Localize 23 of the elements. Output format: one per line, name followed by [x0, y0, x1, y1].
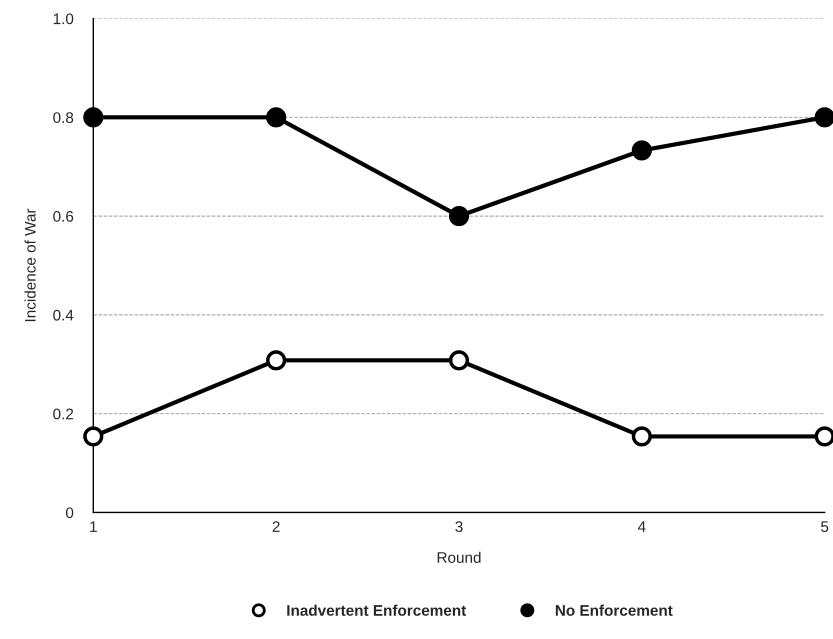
y-tick-label: 1.0: [54, 13, 74, 24]
point: [266, 350, 286, 370]
legend-label: No Enforcement: [556, 604, 673, 616]
point: [632, 426, 652, 446]
point: [448, 350, 470, 370]
y-tick-label: 0.2: [53, 408, 74, 420]
y-tick-label: 0.6: [53, 210, 74, 222]
point: [83, 426, 104, 446]
point: [83, 107, 104, 128]
y-tick-label: 0: [66, 507, 74, 518]
y-tick-label: 0.4: [53, 310, 74, 321]
legend-label: Inadvertent Enforcement: [287, 604, 466, 616]
x-tick-label: 5: [821, 521, 828, 532]
point: [632, 140, 652, 160]
y-axis-title: Incidence of War: [24, 208, 36, 322]
x-tick-label: 1: [90, 521, 97, 532]
point: [266, 107, 286, 128]
point: [448, 206, 470, 226]
y-tick-label: 0.8: [53, 112, 74, 124]
x-tick-label: 2: [272, 521, 280, 532]
x-axis-title: Round: [438, 552, 481, 563]
x-tick-label: 3: [455, 521, 463, 532]
x-tick-label: 4: [638, 521, 646, 532]
